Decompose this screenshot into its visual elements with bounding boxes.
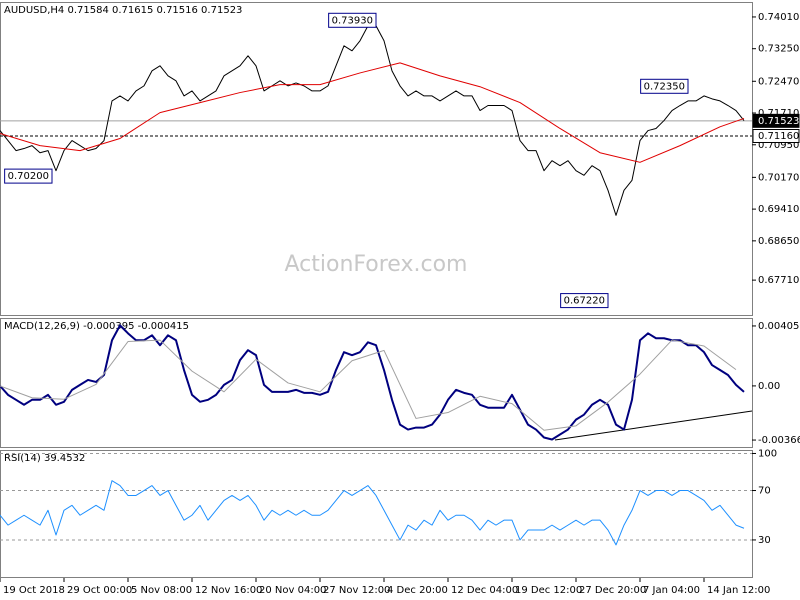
price-title: AUDUSD,H4 0.71584 0.71615 0.71516 0.7152… (4, 5, 242, 16)
y-tick-label: 0.00 (758, 381, 780, 392)
y-tick-label: 0.72470 (758, 76, 799, 87)
y-tick-label: 0.69410 (758, 204, 799, 215)
y-tick-label: 0.73250 (758, 44, 799, 55)
macd-title: MACD(12,26,9) -0.000395 -0.000415 (4, 321, 189, 332)
y-tick-label: -0.003662 (758, 435, 800, 446)
annotation-box (560, 293, 609, 309)
price-level-label: 0.71523 (758, 116, 799, 127)
macd-panel (0, 318, 753, 448)
series-line (0, 339, 737, 431)
annotation-box (328, 12, 377, 28)
annotation-label: 0.67220 (564, 296, 605, 307)
annotation-label: 0.72350 (644, 81, 685, 92)
x-tick-label: 12 Nov 16:00 (195, 585, 262, 596)
macd-trendline (554, 410, 753, 441)
series-line (0, 480, 745, 546)
price-level-label: 0.71160 (758, 131, 799, 142)
annotation-box (640, 78, 689, 94)
y-tick-label: 30 (758, 535, 771, 546)
rsi-title: RSI(14) 39.4532 (4, 453, 85, 464)
price-level-box (752, 113, 800, 128)
y-tick-label: 0.67710 (758, 275, 799, 286)
x-tick-label: 27 Dec 20:00 (579, 585, 646, 596)
y-tick-label: 0.70950 (758, 140, 799, 151)
price-panel (0, 2, 753, 316)
y-tick-label: 70 (758, 486, 771, 497)
rsi-panel (0, 450, 753, 578)
y-tick-label: 0.74010 (758, 12, 799, 23)
x-tick-label: 5 Nov 08:00 (131, 585, 192, 596)
x-tick-label: 12 Dec 04:00 (451, 585, 518, 596)
x-tick-label: 20 Nov 04:00 (259, 585, 326, 596)
x-tick-label: 4 Dec 20:00 (387, 585, 448, 596)
y-tick-label: 100 (758, 448, 777, 459)
y-tick-label: 0.71710 (758, 108, 799, 119)
price-level-box (752, 129, 800, 144)
x-tick-label: 19 Oct 2018 (3, 585, 65, 596)
x-tick-label: 27 Nov 12:00 (323, 585, 390, 596)
annotation-label: 0.70200 (8, 171, 49, 182)
watermark: ActionForex.com (285, 252, 468, 277)
series-line (0, 62, 745, 163)
x-tick-label: 29 Oct 00:00 (67, 585, 132, 596)
y-tick-label: 0.004055 (758, 321, 800, 332)
y-tick-label: 0.70170 (758, 172, 799, 183)
series-line (0, 324, 745, 441)
x-tick-label: 19 Dec 12:00 (515, 585, 582, 596)
annotation-label: 0.73930 (332, 15, 373, 26)
annotation-box (4, 168, 53, 184)
y-tick-label: 0.68650 (758, 236, 799, 247)
x-tick-label: 14 Jan 12:00 (707, 585, 770, 596)
x-tick-label: 7 Jan 04:00 (643, 585, 700, 596)
